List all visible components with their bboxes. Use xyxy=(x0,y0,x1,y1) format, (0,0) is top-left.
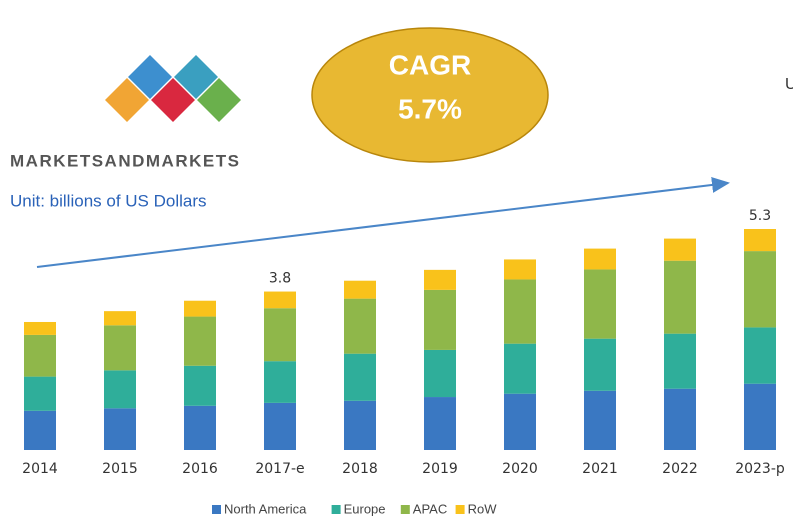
bar-segment xyxy=(24,321,56,335)
bar-segment xyxy=(424,289,456,350)
cagr-value: 5.7% xyxy=(398,93,462,124)
legend-label: RoW xyxy=(468,501,498,516)
legend-swatch xyxy=(331,505,341,514)
total-label: 5.3 xyxy=(749,208,771,224)
bar-segment xyxy=(184,405,216,450)
legend-swatch xyxy=(455,505,465,514)
x-tick-label: 2017-e xyxy=(255,461,304,477)
x-tick-label: 2019 xyxy=(422,461,458,477)
bar-segment xyxy=(104,408,136,450)
legend-swatch xyxy=(212,505,221,514)
bar-segment xyxy=(344,400,376,450)
bar-segment xyxy=(664,260,696,334)
bar-segment xyxy=(104,325,136,371)
bar-segment xyxy=(744,383,776,450)
brand: MARKETSANDMARKETS xyxy=(10,151,240,170)
bar-segment xyxy=(664,333,696,389)
x-tick-label: 2018 xyxy=(342,461,378,477)
bar-segment xyxy=(24,376,56,411)
bar-segment xyxy=(264,291,296,309)
bar-segment xyxy=(264,308,296,362)
legend-label: APAC xyxy=(413,501,447,516)
bar-segment xyxy=(584,269,616,339)
x-tick-label: 2014 xyxy=(22,461,58,477)
bar-segment xyxy=(264,402,296,450)
bar-segment xyxy=(584,390,616,450)
bar-segment xyxy=(184,316,216,366)
side-note: U xyxy=(785,76,793,93)
legend-label: North America xyxy=(224,501,307,516)
legend-label: Europe xyxy=(344,501,386,516)
bar-segment xyxy=(664,238,696,261)
bar-segment xyxy=(104,311,136,326)
bar-segment xyxy=(424,397,456,450)
x-tick-label: 2021 xyxy=(582,461,618,477)
cagr-bubble xyxy=(311,27,549,163)
bar-segment xyxy=(424,349,456,398)
bar-segment xyxy=(104,370,136,409)
bar-segment xyxy=(184,365,216,406)
bar-segment xyxy=(584,338,616,391)
bar-segment xyxy=(664,388,696,450)
bar-segment xyxy=(744,229,776,252)
bar-segment xyxy=(504,279,536,344)
bar-segment xyxy=(24,334,56,377)
bar-segment xyxy=(744,327,776,384)
bar-segment xyxy=(504,259,536,280)
logo xyxy=(105,55,241,122)
bar-segment xyxy=(344,298,376,354)
bar-segment xyxy=(504,343,536,394)
x-tick-label: 2016 xyxy=(182,461,218,477)
x-tick-label: 2015 xyxy=(102,461,138,477)
legend-swatch xyxy=(400,505,410,514)
bar-segment xyxy=(264,361,296,403)
total-label: 3.8 xyxy=(269,271,291,287)
x-tick-label: 2020 xyxy=(502,461,538,477)
bar-segment xyxy=(24,410,56,450)
bar-segment xyxy=(584,248,616,270)
unit-note: Unit: billions of US Dollars xyxy=(10,191,207,210)
trend-arrow xyxy=(36,176,730,268)
bar-segment xyxy=(184,300,216,317)
x-tick-label: 2023-p xyxy=(735,461,785,477)
bar-segment xyxy=(344,280,376,299)
bar-segment xyxy=(744,251,776,328)
bar-segment xyxy=(504,393,536,450)
x-tick-label: 2022 xyxy=(662,461,698,477)
bar-segment xyxy=(344,353,376,401)
cagr-label: CAGR xyxy=(389,49,471,80)
bar-segment xyxy=(424,269,456,290)
